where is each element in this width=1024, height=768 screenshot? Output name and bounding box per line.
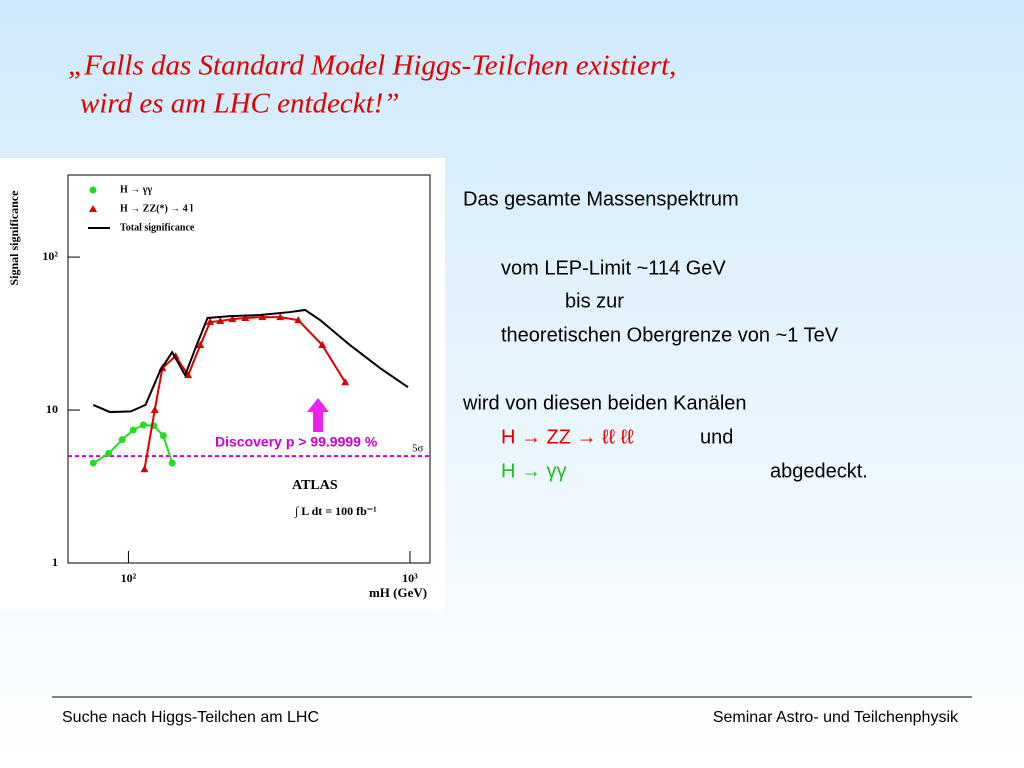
legend-label: Total significance	[120, 222, 195, 233]
marker	[341, 378, 350, 386]
legend-label: H → γγ	[120, 184, 152, 195]
marker	[241, 313, 250, 321]
marker	[196, 341, 205, 349]
y-axis-label: Signal significance	[7, 190, 21, 286]
marker	[184, 371, 193, 379]
marker	[276, 313, 285, 321]
marker	[129, 426, 137, 434]
series-line	[92, 308, 409, 414]
text-line: vom LEP-Limit ~114 GeV	[501, 257, 726, 279]
marker	[105, 449, 113, 457]
y-tick-label: 1	[52, 555, 58, 569]
marker	[140, 465, 149, 473]
y-tick-label: 10²	[42, 249, 58, 263]
plot-frame	[67, 174, 431, 564]
title-line: „Falls das Standard Model Higgs-Teilchen…	[68, 50, 676, 82]
marker	[159, 432, 167, 440]
marker	[258, 313, 267, 321]
text-line: Das gesamte Massenspektrum	[463, 188, 739, 210]
marker	[118, 436, 126, 444]
arrow	[307, 398, 329, 432]
y-tick-label: 10	[46, 402, 58, 416]
x-tick-label: 10²	[121, 571, 137, 585]
annotation: ∫ L dt = 100 fb⁻¹	[294, 504, 377, 518]
marker	[89, 186, 97, 194]
footer-right: Seminar Astro- und Teilchenphysik	[713, 709, 959, 726]
x-axis-label: mH (GeV)	[369, 585, 427, 600]
legend-label: H → ZZ(*) → 4 l	[120, 203, 193, 214]
footer-left: Suche nach Higgs-Teilchen am LHC	[62, 709, 319, 726]
text-line: H → ZZ → ℓℓ ℓℓ	[501, 426, 634, 448]
chart-panel	[0, 158, 445, 610]
threshold-label: 5σ	[412, 443, 424, 455]
marker	[318, 341, 327, 349]
x-tick-label: 10³	[402, 571, 418, 585]
text-line: theoretischen Obergrenze von ~1 TeV	[501, 324, 839, 346]
text-line: bis zur	[565, 290, 624, 312]
marker	[89, 459, 97, 467]
text-line: und	[700, 426, 733, 448]
marker	[139, 421, 147, 429]
annotation: Discovery p > 99.9999 %	[215, 434, 378, 450]
annotation: ATLAS	[292, 478, 338, 493]
marker	[171, 352, 180, 360]
marker	[206, 318, 215, 326]
marker	[89, 205, 97, 212]
marker	[228, 315, 237, 323]
marker	[168, 459, 176, 467]
text-line: abgedeckt.	[770, 460, 868, 482]
marker	[150, 406, 159, 414]
title-line: wird es am LHC entdeckt!”	[80, 88, 400, 120]
marker	[294, 316, 303, 324]
text-line: wird von diesen beiden Kanälen	[462, 392, 747, 414]
marker	[216, 317, 225, 325]
text-line: H → γγ	[501, 460, 567, 482]
